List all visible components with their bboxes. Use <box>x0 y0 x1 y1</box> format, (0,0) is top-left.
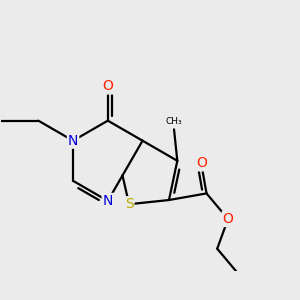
Text: O: O <box>102 80 113 94</box>
Text: O: O <box>196 156 207 170</box>
Text: O: O <box>223 212 233 226</box>
Text: CH₃: CH₃ <box>166 117 182 126</box>
Text: N: N <box>103 194 113 208</box>
Text: N: N <box>68 134 78 148</box>
Text: S: S <box>125 197 134 211</box>
